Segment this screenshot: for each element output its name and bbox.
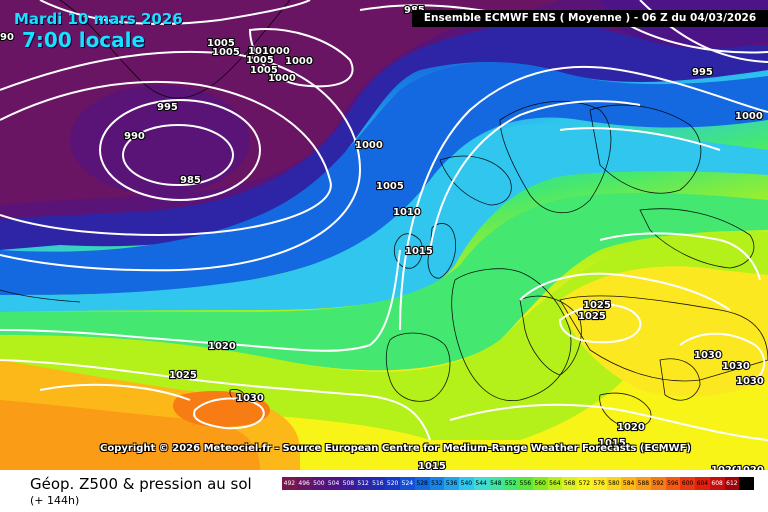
legend-swatch: 608 — [709, 477, 725, 490]
legend-swatch: 536 — [444, 477, 459, 490]
isobar-label: 1030 — [236, 393, 264, 404]
header-datetime: Mardi 10 mars 2026 7:00 locale — [14, 10, 183, 52]
legend-swatch: 576 — [591, 477, 607, 490]
forecast-local-time: 7:00 locale — [22, 28, 146, 52]
isobar-label: 1000 — [735, 111, 763, 122]
isobar-label: 1005 — [376, 181, 404, 192]
forecast-date: Mardi 10 mars 2026 — [14, 10, 183, 28]
isobar-label: 1030 — [722, 361, 750, 372]
legend-swatch: 572 — [577, 477, 592, 490]
legend-swatch: 516 — [370, 477, 386, 490]
legend-swatch: 508 — [341, 477, 356, 490]
legend-swatch: 588 — [636, 477, 651, 490]
isobar-label: 1025 — [169, 370, 197, 381]
color-scale-legend: 492 496 500 504 508 512 516 520 524 528 532 536 540 5… — [282, 477, 754, 490]
isobar-label: 1000 — [262, 46, 290, 57]
isobar-label: 1025 — [578, 311, 606, 322]
legend-swatch: 512 — [355, 477, 371, 490]
legend-swatch: 524 — [400, 477, 415, 490]
legend-swatch: 544 — [473, 477, 489, 490]
legend-swatch: 560 — [532, 477, 548, 490]
legend-swatch: 532 — [429, 477, 445, 490]
isobar-label: 1015 — [418, 461, 446, 470]
isobar-label: 1020 — [711, 465, 739, 470]
isobar-label: 995 — [157, 102, 178, 113]
legend-swatch: 568 — [562, 477, 577, 490]
legend-swatch: 520 — [385, 477, 400, 490]
isobar-label: 1000 — [285, 56, 313, 67]
isobar-label: 90 — [0, 32, 14, 43]
isobar-label: 1000 — [268, 73, 296, 84]
isobar-label: 1010 — [393, 207, 421, 218]
legend-swatch: 600 — [680, 477, 695, 490]
isobar-label: 1020 — [617, 422, 645, 433]
legend-swatch: 584 — [621, 477, 636, 490]
isobar-label: 1005 — [250, 65, 278, 76]
isobar-label: 1025 — [583, 300, 611, 311]
lead-time: (+ 144h) — [30, 494, 80, 507]
legend-swatch: 556 — [518, 477, 533, 490]
isobar-label: 1015 — [598, 438, 626, 449]
legend-swatch: 564 — [547, 477, 563, 490]
isobar-label: 1020 — [736, 465, 764, 470]
geopotential-map: 1005 1005 1010 1000 1005 1000 1005 1000 … — [0, 0, 768, 470]
legend-swatch: 540 — [459, 477, 474, 490]
legend-swatch: 596 — [665, 477, 681, 490]
isobar-label: 990 — [124, 131, 145, 142]
isobar-label: 1020 — [208, 341, 236, 352]
legend-swatch: 496 — [296, 477, 312, 490]
isobar-label: 1005 — [246, 55, 274, 66]
legend-swatch: 548 — [488, 477, 504, 490]
legend-swatch — [739, 477, 754, 490]
legend-swatch: 552 — [503, 477, 518, 490]
legend-swatch: 592 — [650, 477, 666, 490]
isobar-label: 1030 — [736, 376, 764, 387]
legend-swatch: 612 — [724, 477, 740, 490]
legend-swatch: 528 — [414, 477, 430, 490]
isobar-label: 1000 — [355, 140, 383, 151]
isobar-label: 1010 — [248, 46, 276, 57]
isobar-label: 1005 — [212, 47, 240, 58]
isobar-label: 985 — [180, 175, 201, 186]
isobar-label: 1005 — [207, 38, 235, 49]
legend-swatch: 604 — [695, 477, 710, 490]
copyright-notice: Copyright © 2026 Meteociel.fr - Source E… — [100, 443, 691, 454]
isobar-label: 995 — [692, 67, 713, 78]
model-run-banner: Ensemble ECMWF ENS ( Moyenne ) - 06 Z du… — [412, 10, 768, 27]
legend-swatch: 492 — [282, 477, 297, 490]
legend-swatch: 580 — [606, 477, 622, 490]
chart-title: Géop. Z500 & pression au sol — [30, 475, 252, 493]
legend-swatch: 500 — [311, 477, 327, 490]
legend-swatch: 504 — [326, 477, 341, 490]
isobar-label: 1030 — [694, 350, 722, 361]
isobar-label: 1015 — [405, 246, 433, 257]
